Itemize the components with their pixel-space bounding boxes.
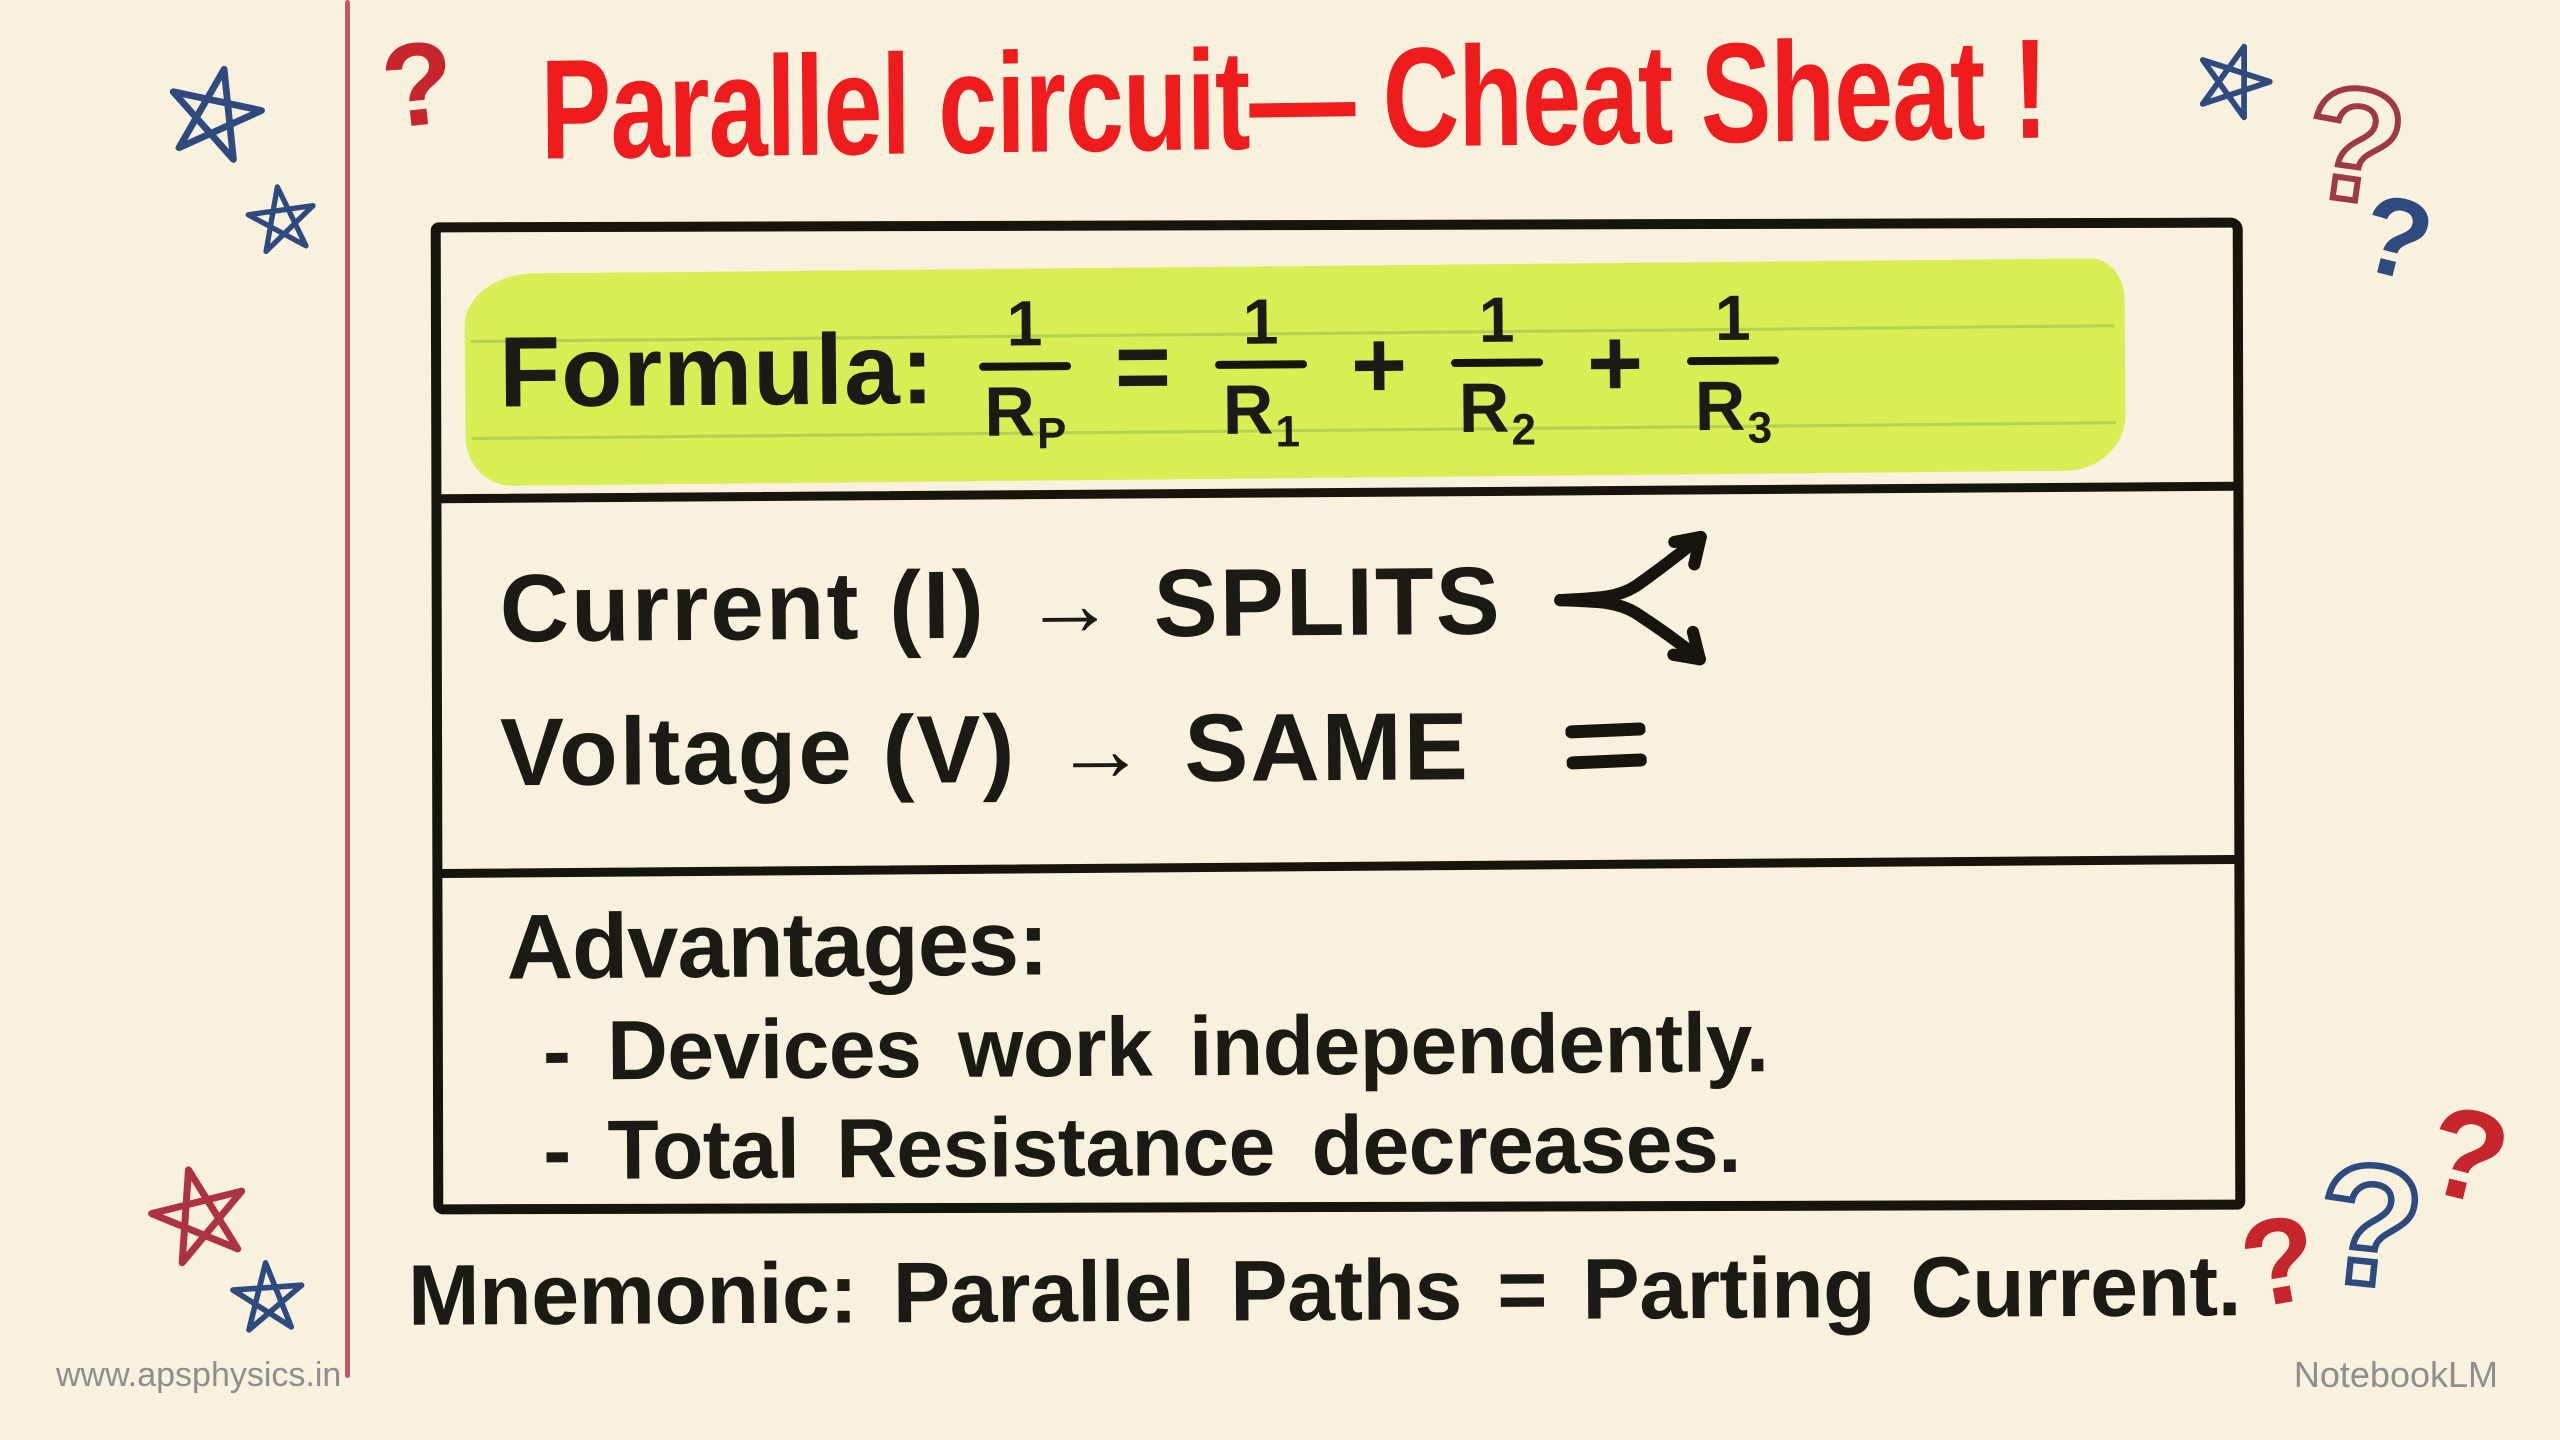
star-doodle-icon (230, 1260, 305, 1333)
section-divider (438, 854, 2239, 879)
fraction-bar (978, 361, 1071, 371)
formula-label: Formula: (498, 312, 936, 429)
star-doodle-icon (169, 65, 265, 163)
plus-sign: + (1586, 309, 1644, 417)
star-doodle-icon (2199, 43, 2273, 121)
question-mark-doodle-icon: ? (2291, 46, 2419, 243)
right-arrow-icon: → (1023, 552, 1117, 656)
advantage-item: - Devices work independently. (542, 995, 1769, 1098)
notebooklm-watermark: NotebookLM (2293, 1354, 2498, 1395)
question-mark-doodle-icon: ? (2305, 1123, 2435, 1329)
star-doodle-icon (245, 184, 316, 255)
fraction-bar (1687, 355, 1780, 365)
plus-sign: + (1350, 311, 1408, 419)
right-arrow-icon: → (1054, 697, 1147, 801)
star-doodle-icon (148, 1166, 246, 1267)
equals-icon (1564, 722, 1647, 770)
page-title: Parallel circuit— Cheat Sheat ! (540, 10, 2048, 190)
mnemonic-line: Mnemonic: Parallel Paths = Parting Curre… (407, 1238, 2242, 1344)
advantages-heading: Advantages: (506, 892, 1049, 999)
voltage-row: Voltage (V) → SAME (500, 691, 1647, 808)
advantage-item: - Total Resistance decreases. (542, 1095, 1742, 1198)
fraction-bar (1214, 359, 1307, 369)
split-arrow-icon (1554, 530, 1707, 666)
fraction-bar (1450, 357, 1544, 367)
current-row: Current (I) → SPLITS (499, 522, 1742, 687)
equals-sign: = (1114, 313, 1172, 421)
notebook-margin-line (345, 0, 350, 1378)
question-mark-doodle-icon: ? (375, 15, 461, 155)
website-watermark: www.apsphysics.in (56, 1356, 342, 1394)
svg-text:?: ? (2308, 1126, 2431, 1326)
